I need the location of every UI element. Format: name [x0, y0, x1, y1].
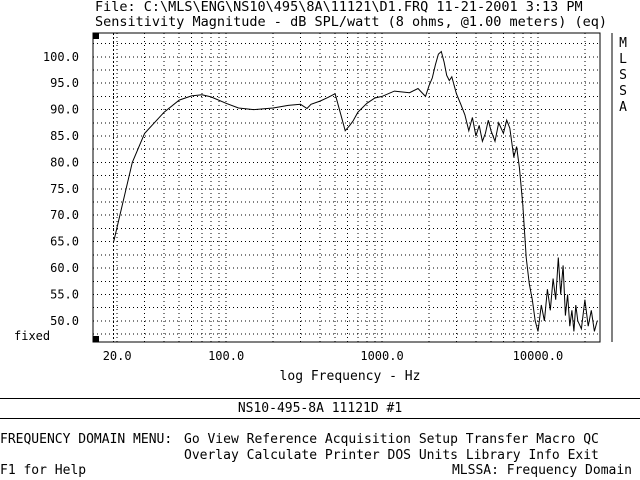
menu-item-reference[interactable]: Reference: [246, 432, 318, 447]
x-tick-label: 10000.0: [513, 349, 564, 363]
file-path-header: File: C:\MLS\ENG\NS10\495\8A\11121\D1.FR…: [95, 0, 583, 15]
menu-item-overlay[interactable]: Overlay: [184, 448, 239, 463]
menu-title: FREQUENCY DOMAIN MENU:: [0, 432, 173, 447]
y-tick-label: 55.0: [50, 287, 79, 301]
menu-item-view[interactable]: View: [207, 432, 239, 447]
y-tick-label: 50.0: [50, 314, 79, 328]
menu-item-acquisition[interactable]: Acquisition: [324, 432, 411, 447]
series-line-0: [113, 50, 598, 332]
menu-item-units[interactable]: Units: [418, 448, 458, 463]
corner-marker-top: [93, 33, 99, 39]
side-label-letter: L: [619, 52, 627, 67]
corner-marker-bottom: [93, 336, 99, 342]
chart-title: Sensitivity Magnitude - dB SPL/watt (8 o…: [95, 14, 608, 30]
y-scale-fixed-label: fixed: [14, 329, 50, 343]
x-tick-label: 1000.0: [360, 349, 403, 363]
menu-item-calculate[interactable]: Calculate: [246, 448, 318, 463]
side-label-letter: S: [619, 68, 627, 83]
y-tick-label: 85.0: [50, 129, 79, 143]
y-tick-label: 95.0: [50, 76, 79, 90]
menu-item-printer[interactable]: Printer: [324, 448, 380, 463]
measurement-label: NS10-495-8A 11121D #1: [237, 401, 403, 416]
menu-item-library[interactable]: Library: [465, 448, 521, 463]
x-tick-label: 100.0: [208, 349, 244, 363]
frequency-response-chart: 100.0 95.0 90.0 85.0 80.0 75.0 70.0 65.0 60.0 55.…: [14, 32, 627, 363]
x-axis-label: log Frequency - Hz: [279, 369, 421, 384]
y-tick-label: 100.0: [43, 50, 79, 64]
menu-item-info[interactable]: Info: [528, 448, 560, 463]
app-mode-status: MLSSA: Frequency Domain: [451, 463, 632, 478]
menu-item-setup[interactable]: Setup: [418, 432, 458, 447]
menu-item-transfer[interactable]: Transfer: [465, 432, 529, 447]
y-tick-label: 75.0: [50, 182, 79, 196]
plot-frame: [92, 32, 601, 343]
divider-bottom: [0, 418, 640, 419]
menu-item-qc[interactable]: QC: [583, 432, 599, 447]
x-tick-label: 20.0: [103, 349, 132, 363]
menu-item-go[interactable]: Go: [184, 432, 200, 447]
help-hint: F1 for Help: [0, 463, 87, 478]
menu-item-dos[interactable]: DOS: [387, 448, 412, 463]
divider-top: [0, 398, 640, 399]
side-label-letter: S: [619, 84, 627, 99]
y-tick-label: 70.0: [50, 208, 79, 222]
menu-row-1: Go View Reference Acquisition Setup Tran…: [184, 432, 599, 447]
y-tick-label: 90.0: [50, 103, 79, 117]
y-tick-label: 80.0: [50, 155, 79, 169]
y-tick-label: 65.0: [50, 235, 79, 249]
menu-item-macro[interactable]: Macro: [536, 432, 576, 447]
y-tick-label: 60.0: [50, 261, 79, 275]
side-label-letter: A: [619, 100, 627, 115]
menu-item-exit[interactable]: Exit: [567, 448, 599, 463]
side-label-letter: M: [619, 36, 627, 51]
menu-row-2: Overlay Calculate Printer DOS Units Libr…: [184, 448, 599, 463]
